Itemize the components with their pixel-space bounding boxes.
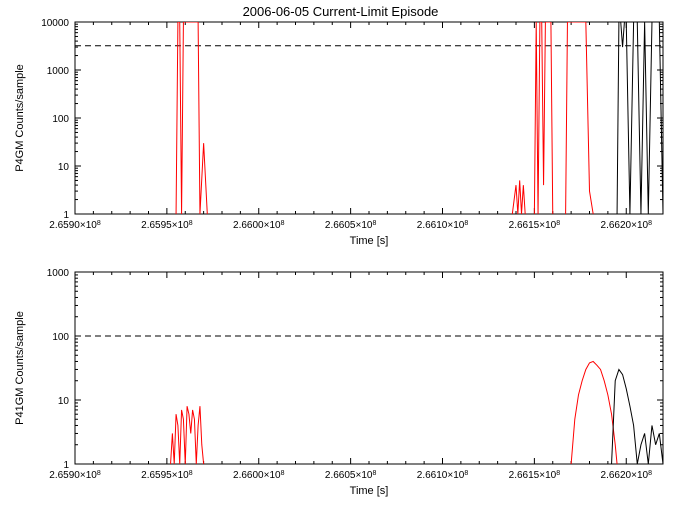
svg-text:2.6620×108: 2.6620×108 <box>601 470 653 482</box>
svg-text:2.6590×108: 2.6590×108 <box>49 470 101 482</box>
svg-text:2.6605×108: 2.6605×108 <box>325 470 377 482</box>
svg-text:1000: 1000 <box>47 268 70 279</box>
figure-title: 2006-06-05 Current-Limit Episode <box>0 4 681 19</box>
svg-text:2.6610×108: 2.6610×108 <box>417 220 469 232</box>
svg-text:2.6610×108: 2.6610×108 <box>417 470 469 482</box>
chart-canvas: 1101001000100002.6590×1082.6595×1082.660… <box>0 0 681 511</box>
svg-text:2.6600×108: 2.6600×108 <box>233 470 285 482</box>
svg-text:Time [s]: Time [s] <box>350 485 389 497</box>
svg-text:2.6615×108: 2.6615×108 <box>509 470 561 482</box>
svg-text:2.6620×108: 2.6620×108 <box>601 220 653 232</box>
svg-text:100: 100 <box>52 332 69 343</box>
svg-text:2.6590×108: 2.6590×108 <box>49 220 101 232</box>
svg-text:P41GM Counts/sample: P41GM Counts/sample <box>14 311 26 425</box>
svg-text:10000: 10000 <box>41 18 69 29</box>
svg-text:2.6615×108: 2.6615×108 <box>509 220 561 232</box>
svg-text:Time [s]: Time [s] <box>350 235 389 247</box>
figure-container: 2006-06-05 Current-Limit Episode 1101001… <box>0 0 681 511</box>
svg-text:100: 100 <box>52 114 69 125</box>
svg-text:2.6595×108: 2.6595×108 <box>141 470 193 482</box>
svg-text:10: 10 <box>58 396 70 407</box>
svg-text:2.6595×108: 2.6595×108 <box>141 220 193 232</box>
svg-text:P4GM Counts/sample: P4GM Counts/sample <box>14 64 26 172</box>
svg-text:2.6600×108: 2.6600×108 <box>233 220 285 232</box>
svg-text:10: 10 <box>58 162 70 173</box>
svg-text:1000: 1000 <box>47 66 70 77</box>
svg-text:2.6605×108: 2.6605×108 <box>325 220 377 232</box>
